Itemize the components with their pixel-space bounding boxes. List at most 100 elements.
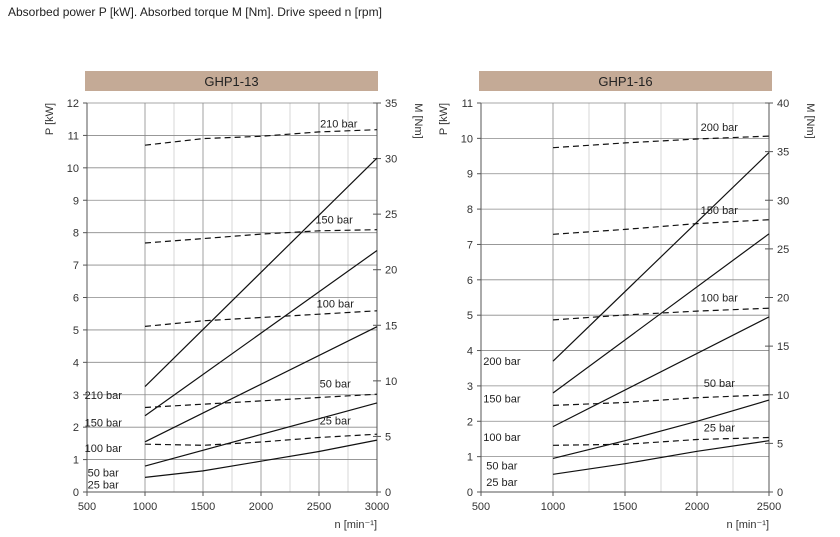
right-tick-label: 30 [777, 195, 789, 207]
left-tick-label: 2 [467, 416, 473, 428]
left-tick-label: 0 [73, 487, 79, 499]
power-series-label: 200 bar [483, 356, 521, 368]
right-tick-label: 40 [777, 98, 789, 110]
left-tick-label: 6 [467, 275, 473, 287]
chart-title: GHP1-16 [598, 74, 652, 89]
torque-line-25-bar [144, 433, 378, 446]
title-band [479, 71, 772, 91]
power-series-label: 100 bar [85, 443, 123, 455]
right-tick-label: 5 [385, 431, 391, 443]
x-axis-label: n [min⁻¹] [727, 519, 769, 531]
torque-line-50-bar [144, 393, 378, 409]
torque-series-label: 150 bar [315, 214, 353, 226]
left-tick-label: 5 [467, 310, 473, 322]
left-axis-label: P [kW] [438, 103, 450, 135]
bottom-tick-label: 2500 [307, 501, 331, 513]
bottom-tick-label: 1000 [133, 501, 157, 513]
left-tick-label: 0 [467, 487, 473, 499]
torque-line-25-bar [552, 436, 770, 446]
power-line-150-bar [552, 233, 770, 394]
power-line-150-bar [144, 250, 378, 417]
right-tick-label: 25 [777, 244, 789, 256]
power-series-label: 210 bar [85, 390, 123, 402]
right-tick-label: 15 [777, 341, 789, 353]
power-line-25-bar [144, 439, 378, 478]
title-band [85, 71, 378, 91]
right-tick-label: 30 [385, 154, 397, 166]
right-tick-label: 35 [777, 147, 789, 159]
right-tick-label: 5 [777, 438, 783, 450]
left-tick-label: 1 [73, 455, 79, 467]
power-line-200-bar [552, 152, 770, 362]
power-line-25-bar [552, 440, 770, 475]
left-tick-label: 7 [73, 260, 79, 272]
bottom-tick-label: 1000 [541, 501, 565, 513]
bottom-tick-label: 2000 [249, 501, 273, 513]
chart-ghp1-13: GHP1-13012345678910111205101520253035500… [44, 71, 424, 531]
bottom-tick-label: 1500 [191, 501, 215, 513]
left-tick-label: 7 [467, 239, 473, 251]
torque-line-100-bar [552, 307, 770, 321]
left-tick-label: 10 [461, 133, 473, 145]
x-axis-label: n [min⁻¹] [335, 519, 377, 531]
left-tick-label: 9 [73, 195, 79, 207]
power-line-50-bar [144, 402, 378, 467]
torque-line-50-bar [552, 394, 770, 406]
left-tick-label: 11 [462, 98, 473, 110]
chart-ghp1-16: GHP1-16 0 1 2 3 4 5 6 7 8 9 10 11 0 5 10 15 20 25 30 35 40 500… [438, 71, 816, 531]
torque-series-label: 25 bar [320, 415, 352, 427]
power-line-210-bar [144, 157, 378, 388]
right-tick-label: 20 [385, 265, 397, 277]
right-tick-label: 0 [385, 487, 391, 499]
bottom-tick-label: 500 [78, 501, 96, 513]
left-tick-label: 12 [67, 98, 79, 110]
torque-series-label: 210 bar [320, 119, 358, 131]
torque-series-label: 150 bar [701, 205, 739, 217]
left-tick-label: 4 [467, 346, 473, 358]
torque-series-label: 50 bar [320, 379, 352, 391]
bottom-tick-label: 1500 [613, 501, 637, 513]
right-tick-label: 25 [385, 209, 397, 221]
left-tick-label: 10 [67, 163, 79, 175]
power-series-label: 100 bar [483, 432, 521, 444]
bottom-tick-label: 2500 [757, 501, 781, 513]
chart-title: GHP1-13 [204, 74, 258, 89]
left-tick-label: 4 [73, 357, 79, 369]
right-tick-label: 10 [385, 376, 397, 388]
right-tick-label: 35 [385, 98, 397, 110]
power-series-label: 25 bar [486, 477, 518, 489]
page-header: Absorbed power P [kW]. Absorbed torque M… [8, 5, 382, 19]
torque-line-150-bar [552, 219, 770, 235]
right-axis-label: M [Nm] [804, 103, 816, 138]
torque-line-210-bar [144, 129, 378, 146]
left-tick-label: 1 [467, 452, 473, 464]
right-tick-label: 0 [777, 487, 783, 499]
power-line-50-bar [552, 399, 770, 459]
left-tick-label: 2 [73, 422, 79, 434]
power-series-label: 150 bar [85, 417, 123, 429]
right-tick-label: 15 [385, 320, 397, 332]
torque-line-150-bar [144, 229, 378, 244]
left-tick-label: 3 [467, 381, 473, 393]
power-line-100-bar [552, 316, 770, 428]
right-axis-label: M [Nm] [412, 103, 424, 138]
bottom-tick-label: 500 [472, 501, 490, 513]
left-tick-label: 3 [73, 390, 79, 402]
left-tick-label: 9 [467, 169, 473, 181]
torque-line-200-bar [552, 135, 770, 149]
power-line-100-bar [144, 326, 378, 443]
power-series-label: 50 bar [88, 468, 120, 480]
torque-series-label: 25 bar [704, 423, 736, 435]
power-series-label: 150 bar [483, 393, 521, 405]
left-tick-label: 6 [73, 293, 79, 305]
left-tick-label: 8 [73, 228, 79, 240]
left-axis-label: P [kW] [44, 103, 56, 135]
bottom-tick-label: 3000 [365, 501, 389, 513]
left-tick-label: 5 [73, 325, 79, 337]
power-series-label: 25 bar [88, 480, 120, 492]
left-tick-label: 11 [68, 130, 79, 142]
torque-line-100-bar [144, 310, 378, 327]
torque-series-label: 100 bar [317, 299, 355, 311]
power-series-label: 50 bar [486, 460, 518, 472]
